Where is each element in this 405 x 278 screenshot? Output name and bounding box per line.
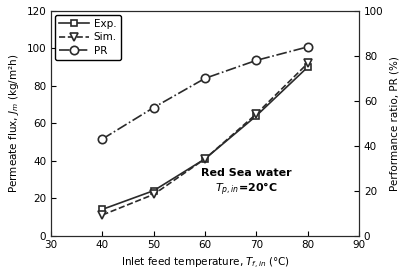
Sim. [151,193,156,196]
Exp. [305,65,309,69]
Legend: Exp., Sim., PR: Exp., Sim., PR [55,15,121,60]
Sim. [253,112,258,116]
Line: PR: PR [98,43,311,143]
Line: Exp.: Exp. [99,64,310,213]
Y-axis label: Permeate flux, $J_m$ (kg/m²h): Permeate flux, $J_m$ (kg/m²h) [7,54,21,193]
PR [253,59,258,62]
X-axis label: Inlet feed temperature, $T_{f,in}$ (°C): Inlet feed temperature, $T_{f,in}$ (°C) [120,256,289,271]
Text: Red Sea water
$T_{p,in}$=20°C: Red Sea water $T_{p,in}$=20°C [200,168,291,198]
Line: Sim.: Sim. [98,59,311,219]
Sim. [305,62,309,65]
Sim. [202,157,207,160]
Exp. [100,208,104,211]
Sim. [100,213,104,217]
PR [305,45,309,49]
PR [151,106,156,109]
PR [100,137,104,141]
Exp. [151,189,156,192]
Exp. [202,157,207,160]
Y-axis label: Performance ratio, PR (%): Performance ratio, PR (%) [388,56,398,191]
PR [202,77,207,80]
Exp. [253,114,258,117]
